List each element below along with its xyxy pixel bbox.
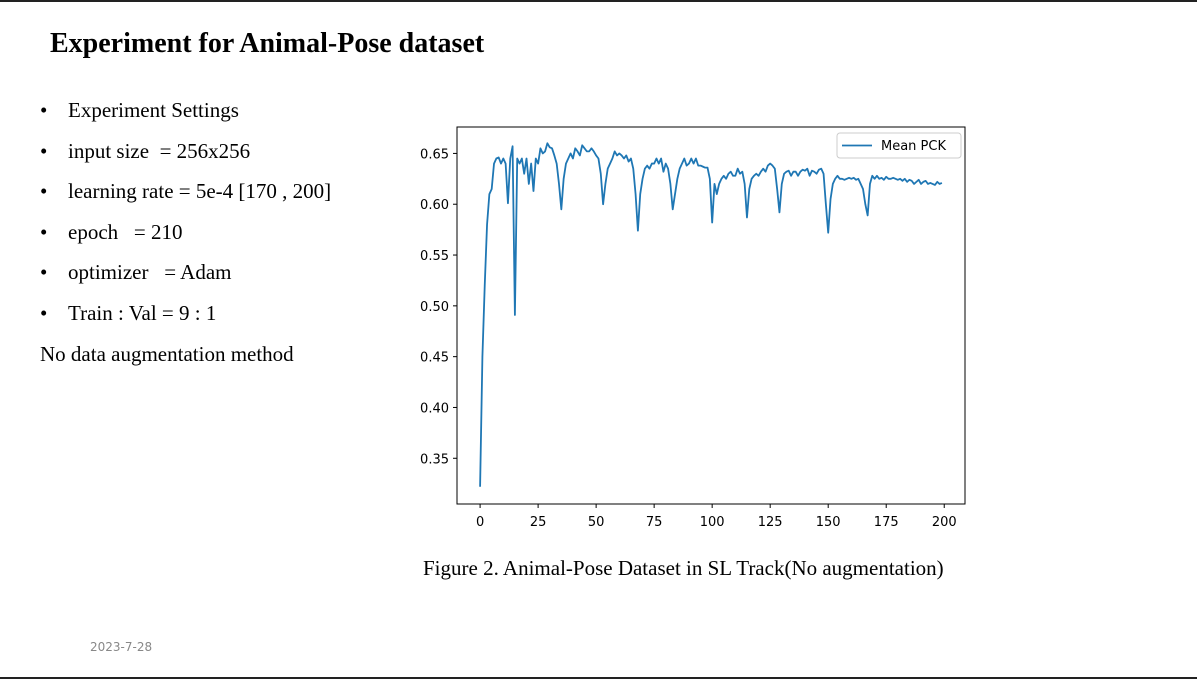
line-series xyxy=(479,142,943,487)
figure-caption: Figure 2. Animal-Pose Dataset in SL Trac… xyxy=(423,556,944,580)
bullet: epoch = 210 xyxy=(40,220,331,261)
y-tick-label: 0.65 xyxy=(420,147,449,162)
y-tick-label: 0.45 xyxy=(420,351,449,366)
plot-frame xyxy=(456,126,966,505)
bullet: learning rate = 5e-4 [170 , 200] xyxy=(40,179,331,220)
bullet: Train : Val = 9 : 1 xyxy=(40,301,331,342)
x-tick-label: 100 xyxy=(700,515,725,530)
x-tick-label: 0 xyxy=(476,515,484,530)
x-tick-label: 150 xyxy=(816,515,841,530)
x-tick-label: 125 xyxy=(758,515,783,530)
legend-label: Mean PCK xyxy=(881,139,946,154)
x-tick-label: 200 xyxy=(932,515,957,530)
y-tick-label: 0.40 xyxy=(420,401,449,416)
date: 2023-7-28 xyxy=(90,640,153,654)
top-rule xyxy=(0,0,1197,2)
y-tick-label: 0.60 xyxy=(420,198,449,213)
y-tick-label: 0.50 xyxy=(420,300,449,315)
bullet: Experiment Settings xyxy=(40,98,331,139)
legend-box xyxy=(836,132,962,159)
slide-title: Experiment for Animal-Pose dataset xyxy=(50,28,485,59)
note: No data augmentation method xyxy=(40,342,294,366)
x-tick-label: 75 xyxy=(646,515,663,530)
bullet: input size = 256x256 xyxy=(40,139,331,180)
x-tick-label: 25 xyxy=(530,515,547,530)
x-tick-label: 175 xyxy=(874,515,899,530)
bullet: optimizer = Adam xyxy=(40,260,331,301)
bullet-list: Experiment Settingsinput size = 256x256l… xyxy=(40,98,331,341)
bottom-rule xyxy=(0,677,1197,679)
y-tick-label: 0.55 xyxy=(420,249,449,264)
x-tick-label: 50 xyxy=(588,515,605,530)
y-tick-label: 0.35 xyxy=(420,452,449,467)
